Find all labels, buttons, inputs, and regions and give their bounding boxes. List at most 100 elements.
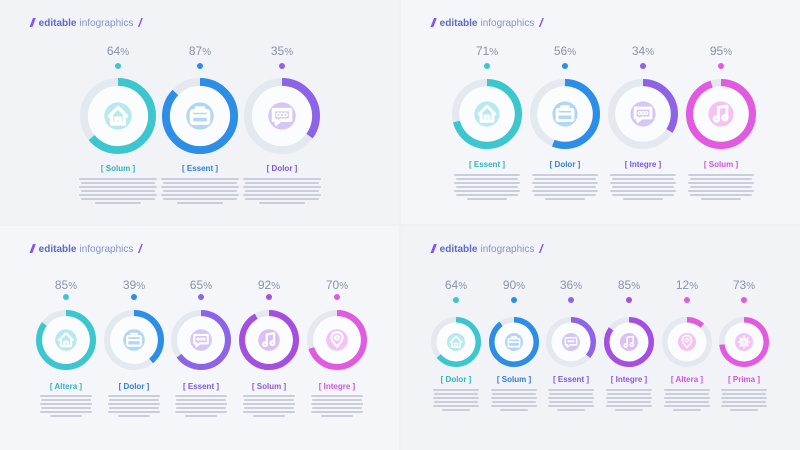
- percent-sign: %: [631, 281, 641, 292]
- percent-value: 56%: [522, 44, 608, 58]
- percent-sign: %: [723, 47, 733, 58]
- placeholder-text-line: [176, 407, 226, 409]
- description-placeholder: [433, 389, 479, 411]
- indicator-dot: [484, 63, 490, 69]
- header-bold-text: editable: [38, 243, 77, 255]
- placeholder-text-line: [40, 411, 92, 413]
- infographic-item: 36% [ Essent ]: [538, 226, 604, 450]
- ring-progress-arc: [306, 309, 368, 371]
- header-bold-text: editable: [439, 17, 478, 29]
- indicator-dot: [511, 297, 517, 303]
- ring-progress-arc: [489, 317, 539, 367]
- progress-ring: [238, 309, 300, 371]
- placeholder-text-line: [243, 411, 295, 413]
- double-slash-icon: //: [30, 16, 34, 30]
- house-icon: [477, 104, 497, 123]
- briefcase-icon: [126, 332, 142, 347]
- infographic-item: 70% [ Integre ]: [299, 226, 375, 450]
- percent-sign: %: [203, 281, 213, 292]
- placeholder-text-line: [664, 389, 710, 391]
- infographic-item: 90% [ Solum ]: [481, 226, 547, 450]
- percent-value: 71%: [444, 44, 530, 58]
- header-bold-text: editable: [439, 243, 478, 255]
- chat-bubble-icon: [271, 107, 293, 126]
- infographic-item: 56% [ Dolor ]: [522, 0, 608, 224]
- percent-sign: %: [284, 47, 294, 58]
- icon-badge: [620, 333, 638, 351]
- indicator-dot: [741, 297, 747, 303]
- item-label: [ Integre ]: [610, 375, 648, 384]
- placeholder-text-line: [533, 178, 597, 180]
- percent-sign: %: [68, 281, 78, 292]
- map-pin-icon: [330, 331, 344, 348]
- item-label: [ Dolor ]: [549, 160, 581, 169]
- header-light-text: infographics: [79, 243, 134, 255]
- slash-icon: /: [138, 16, 142, 30]
- item-label: [ Solum ]: [100, 164, 136, 173]
- percent-sign: %: [271, 281, 281, 292]
- chat-bubble-icon: [564, 337, 578, 348]
- placeholder-text-line: [688, 190, 754, 192]
- percent-sign: %: [120, 47, 130, 58]
- placeholder-text-line: [610, 182, 676, 184]
- percent-number: 95: [709, 44, 724, 58]
- percent-value: 95%: [678, 44, 764, 58]
- header-light-text: infographics: [480, 243, 535, 255]
- placeholder-text-line: [94, 202, 142, 204]
- percent-value: 12%: [654, 278, 720, 292]
- description-placeholder: [243, 395, 295, 417]
- placeholder-text-line: [533, 186, 597, 188]
- item-label: [ Dolor ]: [118, 382, 150, 391]
- description-placeholder: [548, 389, 594, 411]
- progress-ring: [306, 309, 368, 371]
- music-note-icon: [623, 335, 635, 348]
- placeholder-text-line: [108, 395, 160, 397]
- percent-value: 73%: [711, 278, 777, 292]
- percent-sign: %: [573, 281, 583, 292]
- panel-header: // editable infographics /: [30, 242, 142, 256]
- placeholder-text-line: [491, 389, 537, 391]
- item-label: [ Solum ]: [703, 160, 739, 169]
- infographic-item: 34% [ Integre ]: [600, 0, 686, 224]
- percent-value: 36%: [538, 278, 604, 292]
- indicator-dot: [334, 294, 340, 300]
- slash-icon: /: [539, 242, 543, 256]
- placeholder-text-line: [688, 182, 754, 184]
- placeholder-text-line: [532, 174, 598, 176]
- indicator-dot: [718, 63, 724, 69]
- icon-badge: [708, 101, 734, 127]
- percent-value: 90%: [481, 278, 547, 292]
- placeholder-text-line: [721, 397, 767, 399]
- placeholder-text-line: [434, 401, 478, 403]
- ring-progress-arc: [530, 79, 600, 149]
- placeholder-text-line: [701, 198, 741, 200]
- percent-value: 39%: [96, 278, 172, 292]
- ring-progress-arc: [604, 317, 654, 367]
- indicator-dot: [63, 294, 69, 300]
- placeholder-text-line: [492, 401, 536, 403]
- description-placeholder: [311, 395, 363, 417]
- percent-number: 90: [502, 278, 517, 292]
- description-placeholder: [40, 395, 92, 417]
- slash-icon: /: [539, 16, 543, 30]
- chat-bubble-icon: [633, 106, 653, 123]
- percent-value: 65%: [163, 278, 239, 292]
- indicator-dot: [266, 294, 272, 300]
- percent-value: 92%: [231, 278, 307, 292]
- percent-number: 65: [189, 278, 204, 292]
- gear-icon: [737, 335, 751, 349]
- percent-number: 85: [617, 278, 632, 292]
- placeholder-text-line: [108, 403, 160, 405]
- placeholder-text-line: [455, 194, 519, 196]
- placeholder-text-line: [108, 411, 160, 413]
- placeholder-text-line: [673, 409, 701, 411]
- ring-progress-arc: [35, 309, 97, 371]
- placeholder-text-line: [311, 395, 363, 397]
- placeholder-text-line: [244, 190, 320, 192]
- infographic-item: 12% [ Altera ]: [654, 226, 720, 450]
- indicator-dot: [197, 63, 203, 69]
- percent-number: 92: [257, 278, 272, 292]
- placeholder-text-line: [175, 411, 227, 413]
- placeholder-text-line: [442, 409, 470, 411]
- progress-ring: [662, 317, 712, 367]
